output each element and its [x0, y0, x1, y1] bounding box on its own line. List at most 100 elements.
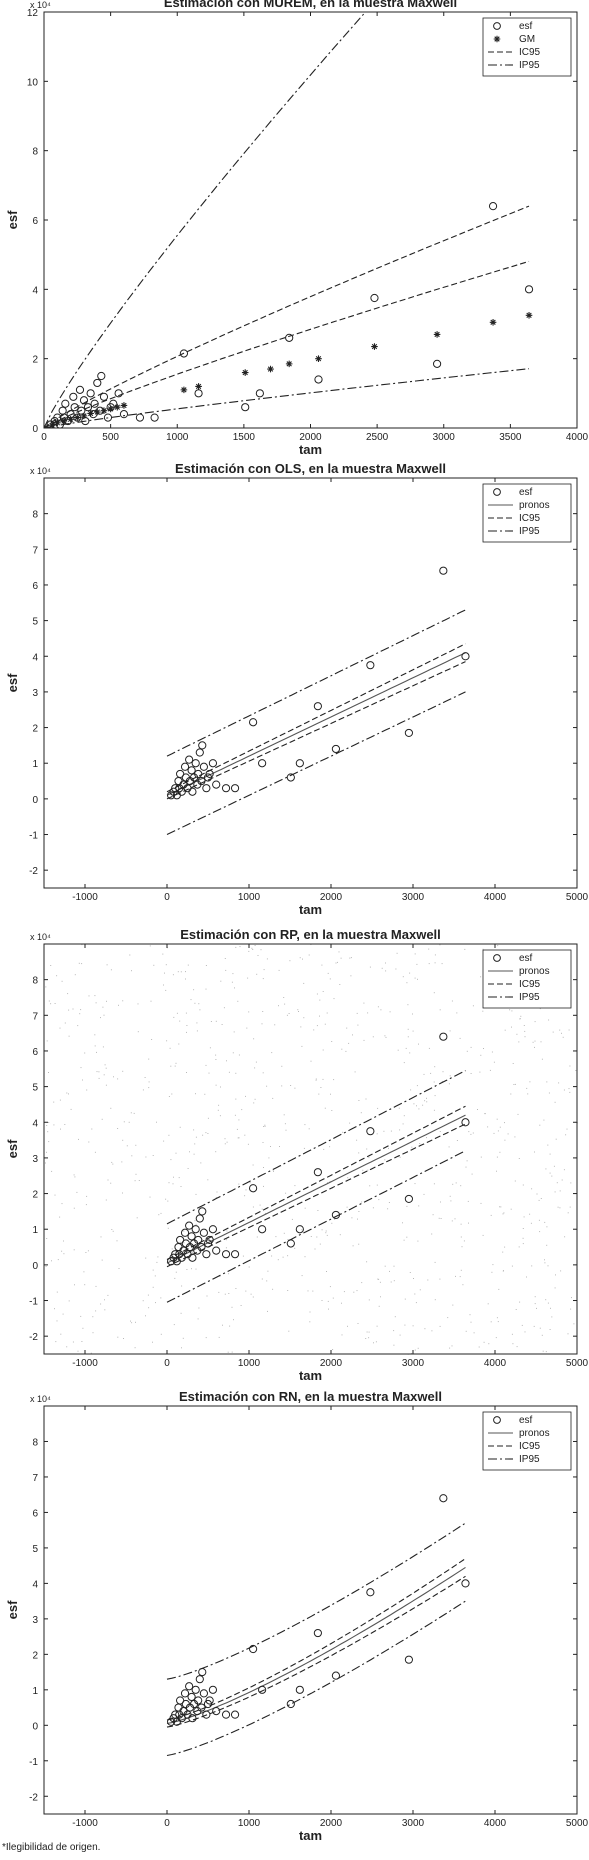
- noise-dot: [428, 948, 430, 950]
- legend: esf pronos IC95 IP95: [482, 1411, 572, 1471]
- noise-dot: [406, 1205, 408, 1207]
- noise-dot: [242, 1255, 244, 1257]
- noise-dot: [514, 1083, 516, 1085]
- plot-area: [166, 1494, 470, 1757]
- noise-dot: [366, 1148, 368, 1150]
- noise-dot: [404, 1298, 406, 1300]
- noise-dot: [330, 1093, 331, 1095]
- noise-dot: [262, 1011, 264, 1012]
- noise-dot: [356, 1012, 358, 1014]
- y-tick-label: 3: [32, 688, 38, 699]
- noise-dot: [236, 1128, 238, 1130]
- y-tick-label: -2: [29, 866, 38, 877]
- y-axis-label: esf: [5, 673, 20, 692]
- y-tick-label: 4: [32, 1579, 38, 1590]
- esf-point: [286, 773, 295, 782]
- y-tick-label: 2: [32, 724, 38, 735]
- gm-point: [195, 383, 202, 390]
- noise-dot: [439, 1009, 441, 1011]
- noise-dot: [491, 1051, 493, 1053]
- noise-dot: [514, 1136, 516, 1138]
- noise-dot: [358, 1243, 360, 1245]
- noise-dot: [264, 1212, 266, 1214]
- noise-dot: [325, 1230, 327, 1232]
- noise-dot: [562, 1036, 564, 1038]
- noise-dot: [434, 962, 436, 964]
- legend-swatch-esf: [493, 22, 501, 30]
- noise-dot: [546, 1081, 548, 1083]
- esf-point: [439, 1494, 448, 1503]
- noise-dot: [262, 1072, 264, 1074]
- noise-dot: [279, 1146, 280, 1147]
- esf-point: [61, 399, 70, 408]
- noise-dot: [531, 1188, 533, 1190]
- esf-point: [194, 1696, 203, 1705]
- noise-dot: [559, 1029, 561, 1031]
- noise-dot: [539, 1008, 541, 1010]
- noise-dot: [416, 1085, 418, 1087]
- noise-dot: [193, 1129, 195, 1131]
- chart-4: Estimación con RN, en la muestra Maxwell…: [5, 1389, 589, 1843]
- noise-dot: [424, 1328, 426, 1330]
- noise-dot: [239, 946, 241, 948]
- noise-dot: [103, 1074, 105, 1076]
- noise-dot: [254, 1067, 256, 1069]
- noise-dot: [314, 1248, 316, 1250]
- esf-point: [286, 1239, 295, 1248]
- noise-dot: [229, 1325, 231, 1327]
- noise-dot: [187, 964, 189, 966]
- esf-point: [314, 375, 323, 384]
- noise-dot: [194, 1002, 196, 1004]
- noise-dot: [303, 1017, 305, 1019]
- noise-dot: [496, 1170, 497, 1172]
- noise-dot: [105, 1199, 107, 1201]
- y-tick-label: -2: [29, 1792, 38, 1803]
- noise-dot: [67, 993, 69, 995]
- noise-dot: [215, 1054, 217, 1056]
- noise-dot: [570, 1308, 572, 1310]
- esf-point: [187, 766, 196, 775]
- noise-dot: [76, 1191, 78, 1193]
- noise-dot: [77, 1350, 79, 1352]
- esf-point: [205, 769, 214, 779]
- noise-dot: [497, 1321, 499, 1323]
- esf-point: [194, 389, 203, 398]
- noise-dot: [64, 1022, 66, 1024]
- noise-dot: [232, 1052, 234, 1054]
- noise-dot: [96, 1071, 98, 1073]
- noise-dot: [160, 1333, 162, 1335]
- noise-dot: [341, 1302, 342, 1304]
- noise-dot: [385, 1036, 387, 1038]
- noise-dot: [480, 1054, 482, 1056]
- esf-point: [258, 759, 267, 768]
- noise-dot: [78, 962, 80, 964]
- gm-point: [120, 402, 128, 409]
- noise-dot: [449, 1030, 451, 1032]
- noise-dot: [487, 1303, 489, 1305]
- plot-frame: [43, 1405, 578, 1815]
- noise-dot: [45, 1162, 46, 1164]
- noise-dot: [148, 1081, 150, 1083]
- noise-dot: [406, 982, 408, 984]
- noise-dot: [399, 1129, 401, 1131]
- noise-dot: [372, 1207, 374, 1209]
- noise-dot: [171, 1248, 173, 1250]
- noise-dot: [522, 1228, 524, 1229]
- esf-point: [221, 1710, 231, 1719]
- esf-point: [135, 413, 145, 422]
- noise-dot: [384, 1035, 386, 1037]
- noise-dot: [569, 1206, 571, 1208]
- noise-dot: [231, 981, 233, 983]
- series-line-pronos: [166, 1114, 466, 1264]
- esf-point: [180, 1689, 190, 1698]
- noise-dot: [81, 944, 83, 946]
- noise-dot: [130, 1320, 131, 1322]
- footnote: *Ilegibilidad de origen.: [2, 1842, 101, 1853]
- esf-point: [208, 1685, 218, 1694]
- noise-dot: [116, 1240, 118, 1242]
- noise-dot: [266, 1085, 268, 1087]
- noise-dot: [275, 1236, 277, 1238]
- noise-dot: [309, 1311, 311, 1313]
- noise-dot: [84, 1284, 86, 1286]
- esf-point: [241, 403, 250, 412]
